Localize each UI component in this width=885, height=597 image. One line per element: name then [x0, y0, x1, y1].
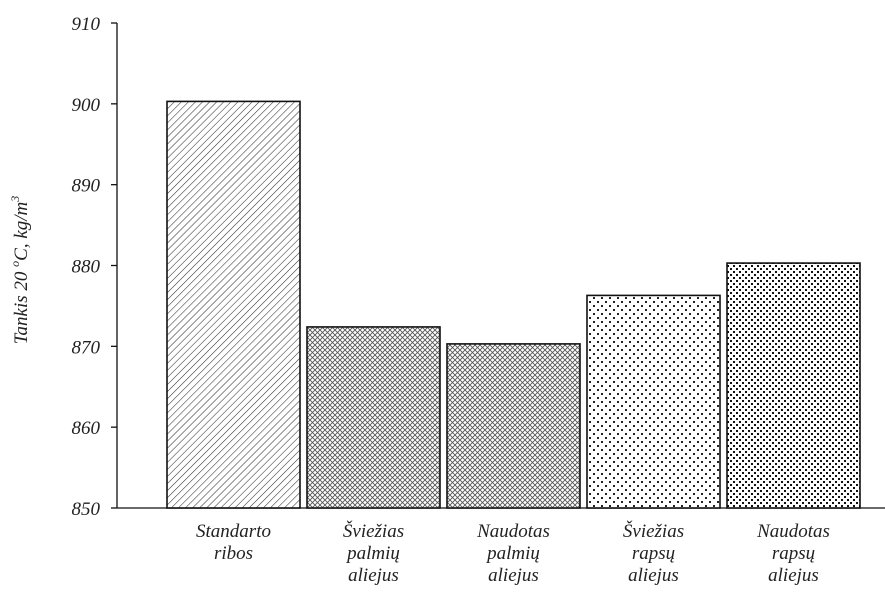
x-category-label: Šviežias palmių aliejus [343, 520, 404, 586]
x-category-label: Naudotas palmių aliejus [476, 521, 550, 586]
y-axis: 850 860 870 880 890 900 910 [72, 14, 118, 520]
y-tick-label: 910 [72, 14, 101, 35]
x-category-label: Standarto ribos [196, 521, 271, 564]
y-axis-title-superscript2: 3 [8, 196, 22, 203]
bar [446, 343, 581, 509]
bar [306, 326, 441, 509]
y-axis-title-middle: C, kg/m [11, 202, 32, 261]
bars [166, 100, 861, 509]
y-tick-label: 850 [72, 499, 101, 520]
y-axis-title: Tankis 20 oC, kg/m3 [8, 196, 32, 345]
y-tick-label: 860 [72, 418, 101, 439]
bar [726, 262, 861, 509]
x-category-label: Naudotas rapsų aliejus [756, 521, 830, 586]
y-tick-label: 900 [72, 95, 101, 116]
y-axis-title-prefix: Tankis 20 [11, 267, 32, 344]
category-labels: Standarto ribos Šviežias palmių aliejus Naudo… [196, 520, 830, 586]
bar [586, 294, 721, 509]
y-axis-title-superscript: o [8, 261, 22, 267]
y-tick-label: 880 [72, 257, 101, 278]
x-category-label: Šviežias rapsų aliejus [623, 520, 684, 586]
y-tick-label: 890 [72, 176, 101, 197]
y-tick-label: 870 [72, 337, 101, 358]
bar [166, 100, 301, 509]
